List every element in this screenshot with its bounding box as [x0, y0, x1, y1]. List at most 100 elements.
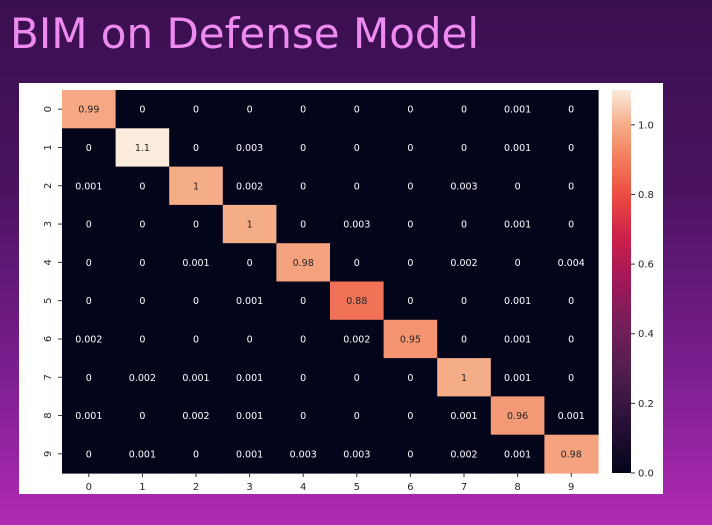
- cell-label-1-4: 0: [300, 143, 306, 154]
- heatmap-cell-3-8: [490, 204, 545, 244]
- heatmap-cell-2-9: [544, 166, 599, 206]
- x-tick-label-4: 4: [300, 482, 306, 493]
- heatmap-cell-4-5: [330, 243, 385, 283]
- heatmap-cell-5-3: [222, 281, 277, 321]
- heatmap-cell-0-9: [544, 90, 599, 129]
- heatmap-cell-5-9: [544, 281, 599, 321]
- cell-label-2-3: 0.002: [236, 181, 263, 192]
- cell-label-7-0: 0: [86, 373, 92, 384]
- cell-label-5-9: 0: [568, 296, 574, 307]
- heatmap-cell-7-5: [330, 358, 385, 397]
- cell-label-4-2: 0.001: [182, 258, 209, 269]
- cell-label-3-3: 1: [247, 220, 253, 231]
- cell-label-2-9: 0: [568, 181, 574, 192]
- cell-label-4-7: 0.002: [450, 258, 477, 269]
- heatmap-cell-8-0: [62, 396, 117, 436]
- heatmap-cell-2-8: [490, 166, 545, 206]
- heatmap-cell-0-6: [383, 90, 438, 129]
- cell-label-2-4: 0: [300, 181, 306, 192]
- cell-label-1-0: 0: [86, 143, 92, 154]
- heatmap-cell-5-0: [62, 281, 117, 321]
- heatmap-cell-6-2: [169, 319, 224, 359]
- cell-label-6-5: 0.002: [343, 334, 370, 345]
- cell-label-0-8: 0.001: [504, 105, 531, 116]
- cell-label-9-8: 0.001: [504, 449, 531, 460]
- heatmap-cell-6-5: [330, 319, 385, 359]
- y-tick-label-2: 2: [43, 183, 54, 189]
- heatmap-cell-4-8: [490, 243, 545, 283]
- cell-label-0-7: 0: [461, 105, 467, 116]
- heatmap-cell-8-1: [115, 396, 170, 436]
- heatmap-cell-6-8: [490, 319, 545, 359]
- heatmap-cell-2-4: [276, 166, 331, 206]
- cell-label-9-0: 0: [86, 449, 92, 460]
- heatmap-cell-3-5: [330, 204, 385, 244]
- cell-label-1-9: 0: [568, 143, 574, 154]
- x-tick-label-8: 8: [514, 482, 520, 493]
- heatmap-cell-8-6: [383, 396, 438, 436]
- heatmap-cell-6-6: [383, 319, 438, 359]
- heatmap-cell-3-9: [544, 204, 599, 244]
- heatmap-cell-7-3: [222, 358, 277, 397]
- heatmap-cell-2-6: [383, 166, 438, 206]
- cell-label-8-1: 0: [139, 411, 145, 422]
- heatmap-cell-5-4: [276, 281, 331, 321]
- cell-label-1-6: 0: [407, 143, 413, 154]
- heatmap-cell-9-8: [490, 434, 545, 474]
- heatmap-cell-3-0: [62, 204, 117, 244]
- cell-label-8-7: 0.001: [450, 411, 477, 422]
- cell-label-9-9: 0.98: [561, 449, 582, 460]
- heatmap-cell-4-3: [222, 243, 277, 283]
- heatmap-cell-7-8: [490, 358, 545, 397]
- x-tick-label-9: 9: [568, 482, 574, 493]
- cell-label-4-3: 0: [247, 258, 253, 269]
- colorbar-tick-label-1: 0.2: [638, 399, 654, 410]
- heatmap-cell-4-4: [276, 243, 331, 283]
- y-tick-label-6: 6: [43, 336, 54, 342]
- y-tick-label-0: 0: [43, 106, 54, 112]
- heatmap-cell-4-0: [62, 243, 117, 283]
- cell-label-8-9: 0.001: [558, 411, 585, 422]
- x-tick-label-0: 0: [86, 482, 92, 493]
- heatmap-cell-5-7: [437, 281, 492, 321]
- heatmap-cell-7-2: [169, 358, 224, 397]
- y-tick-label-4: 4: [43, 259, 54, 265]
- heatmap-cell-3-4: [276, 204, 331, 244]
- cell-label-4-9: 0.004: [558, 258, 585, 269]
- heatmap-cell-6-7: [437, 319, 492, 359]
- heatmap-cell-4-7: [437, 243, 492, 283]
- cell-label-7-5: 0: [354, 373, 360, 384]
- heatmap-cell-6-1: [115, 319, 170, 359]
- cell-label-2-2: 1: [193, 181, 199, 192]
- colorbar-tick-label-4: 0.8: [638, 190, 654, 201]
- heatmap-cell-1-6: [383, 128, 438, 168]
- x-tick-label-5: 5: [354, 482, 360, 493]
- cell-label-8-0: 0.001: [75, 411, 102, 422]
- cell-label-0-2: 0: [193, 105, 199, 116]
- cell-label-8-3: 0.001: [236, 411, 263, 422]
- heatmap-cell-9-0: [62, 434, 117, 474]
- heatmap-cell-3-6: [383, 204, 438, 244]
- cell-label-4-1: 0: [139, 258, 145, 269]
- heatmap-cell-6-9: [544, 319, 599, 359]
- cell-label-4-5: 0: [354, 258, 360, 269]
- heatmap-cell-1-5: [330, 128, 385, 168]
- heatmap-cell-8-7: [437, 396, 492, 436]
- cell-label-0-9: 0: [568, 105, 574, 116]
- x-tick-label-7: 7: [461, 482, 467, 493]
- y-tick-label-5: 5: [43, 297, 54, 303]
- heatmap-cell-1-4: [276, 128, 331, 168]
- heatmap-cell-2-3: [222, 166, 277, 206]
- colorbar: [612, 90, 631, 473]
- cell-label-3-8: 0.001: [504, 220, 531, 231]
- cell-label-7-1: 0.002: [129, 373, 156, 384]
- heatmap-cell-0-2: [169, 90, 224, 129]
- heatmap-cell-1-0: [62, 128, 117, 168]
- cell-label-3-4: 0: [300, 220, 306, 231]
- cell-label-5-5: 0.88: [346, 296, 367, 307]
- heatmap-cell-4-9: [544, 243, 599, 283]
- heatmap-cell-1-9: [544, 128, 599, 168]
- cell-label-3-6: 0: [407, 220, 413, 231]
- cell-label-0-1: 0: [139, 105, 145, 116]
- heatmap-cell-9-1: [115, 434, 170, 474]
